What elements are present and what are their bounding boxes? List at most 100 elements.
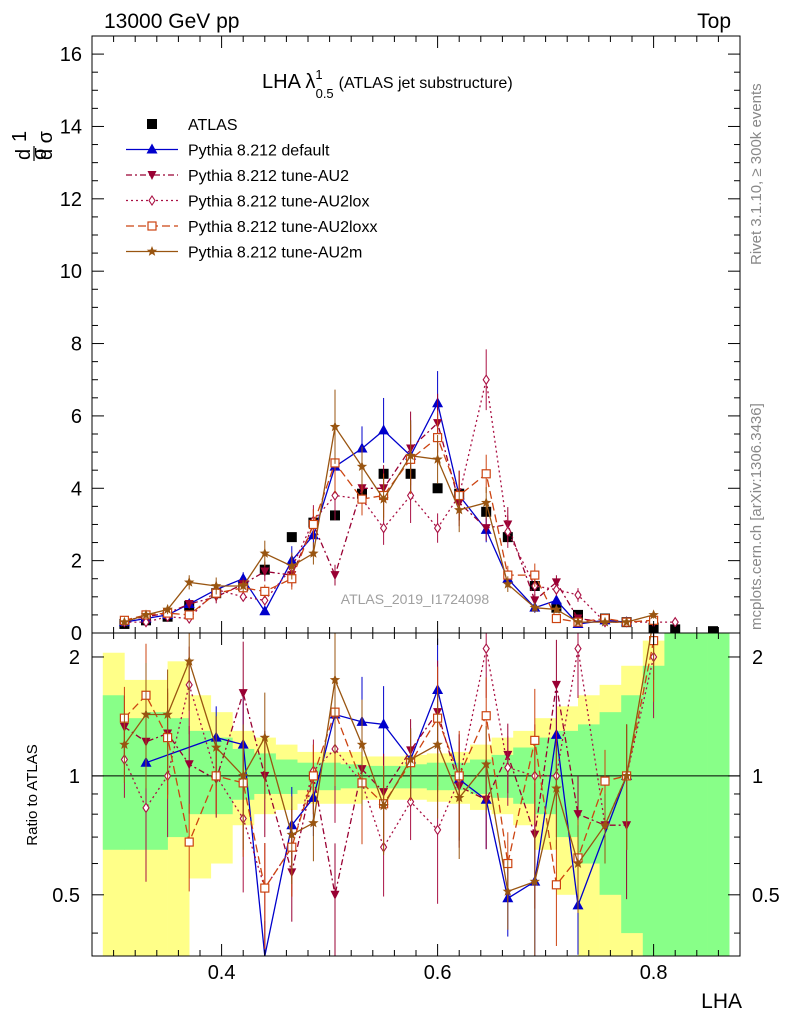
y-tick-label: 4: [71, 478, 82, 500]
marker: [530, 570, 540, 580]
marker: [259, 605, 271, 616]
marker: [530, 596, 540, 606]
marker: [406, 796, 415, 808]
band-green: [146, 712, 168, 850]
marker: [572, 858, 584, 868]
header-right: Top: [697, 10, 731, 33]
svg-text:1: 1: [9, 131, 31, 142]
svg-text:d: d: [13, 149, 35, 160]
main-panel: 0 2 4 6 8 10 12 14 16: [60, 35, 741, 645]
x-tick-label: 0.4: [208, 962, 236, 984]
y-tick-label: 2: [71, 551, 82, 573]
legend-marker: [147, 171, 157, 180]
ratio-y-tick-label: 2: [69, 647, 80, 669]
legend-item: Pythia 8.212 tune-AU2m: [126, 245, 362, 262]
marker: [211, 742, 222, 752]
marker: [378, 493, 389, 504]
marker: [184, 600, 194, 610]
band-green: [664, 633, 687, 956]
rivet-text: Rivet 3.1.10, ≥ 300k events: [748, 83, 765, 265]
marker: [184, 837, 194, 847]
ratio-y-tick-label-right: 1: [752, 766, 763, 788]
marker: [504, 526, 512, 538]
marker: [600, 776, 610, 786]
series-line: [124, 436, 654, 623]
marker: [238, 689, 248, 699]
legend-item: Pythia 8.212 tune-AU2loxx: [126, 219, 377, 236]
marker: [119, 739, 130, 750]
ratio-panel: 0.4 0.6 0.8 0.5 0.5 1 1 2 2: [52, 632, 780, 984]
marker: [286, 829, 297, 840]
marker: [260, 883, 270, 893]
marker: [357, 494, 367, 504]
legend: ATLAS Pythia 8.212 default Pythia 8.212 tu…: [126, 117, 377, 262]
marker: [329, 421, 341, 432]
marker: [481, 711, 491, 721]
legend-label: Pythia 8.212 tune-AU2lox: [188, 194, 369, 211]
marker: [433, 824, 442, 836]
marker: [550, 594, 562, 605]
header-left: 13000 GeV pp: [104, 10, 239, 33]
marker: [454, 504, 465, 515]
legend-marker: [146, 143, 158, 154]
series-line: [124, 421, 627, 623]
marker: [648, 609, 659, 620]
marker: [482, 643, 490, 655]
title-sup: 1: [315, 67, 322, 82]
band-green: [167, 718, 190, 838]
legend-item: Pythia 8.212 default: [126, 143, 330, 160]
marker: [454, 792, 465, 803]
series-line: [124, 401, 627, 625]
band-green: [275, 759, 298, 794]
marker: [551, 613, 562, 624]
marker: [379, 522, 388, 534]
band-green: [621, 695, 644, 934]
marker: [329, 674, 341, 685]
marker: [481, 758, 492, 769]
marker: [162, 709, 173, 719]
marker: [502, 578, 513, 589]
marker: [119, 616, 130, 627]
marker: [259, 732, 270, 743]
main-ylabel: d σ 1 d σ: [9, 130, 57, 161]
marker: [308, 547, 319, 558]
marker: [211, 580, 222, 591]
marker: [405, 754, 416, 764]
mcplots-text: mcplots.cern.ch [arXiv:1306.3436]: [748, 403, 765, 630]
marker: [260, 567, 270, 577]
marker: [552, 584, 561, 596]
marker: [184, 760, 194, 770]
marker: [378, 718, 390, 729]
band-green: [556, 730, 579, 838]
marker: [530, 735, 540, 745]
marker: [599, 819, 611, 830]
marker: [504, 762, 512, 774]
marker: [142, 616, 150, 628]
marker: [481, 524, 491, 534]
band-green: [642, 665, 665, 956]
xlabel: LHA: [701, 990, 742, 1013]
legend-label: Pythia 8.212 default: [188, 143, 330, 160]
band-green: [578, 724, 600, 864]
legend-marker: [147, 119, 157, 129]
marker: [286, 560, 297, 571]
title-sub: 0.5: [316, 86, 334, 101]
marker: [331, 490, 339, 502]
watermark: ATLAS_2019_I1724098: [341, 591, 490, 607]
y-tick-label: 10: [60, 261, 82, 283]
svg-text:LHA λ10.5(ATLAS jet substructu: LHA λ1 0.5 (ATLAS jet substructure): [262, 67, 513, 101]
marker: [330, 571, 340, 581]
y-tick-label: 14: [60, 116, 82, 138]
marker: [433, 522, 442, 534]
marker: [378, 424, 390, 435]
marker: [259, 547, 270, 558]
marker: [405, 450, 416, 461]
x-tick-label: 0.6: [424, 962, 452, 984]
legend-marker: [146, 246, 158, 256]
legend-item: Pythia 8.212 tune-AU2lox: [126, 194, 369, 211]
legend-label: Pythia 8.212 tune-AU2: [188, 168, 349, 185]
chart-title: LHA λ1 0.5 (ATLAS jet substructure): [262, 67, 513, 101]
marker: [671, 616, 679, 628]
marker: [140, 609, 152, 620]
